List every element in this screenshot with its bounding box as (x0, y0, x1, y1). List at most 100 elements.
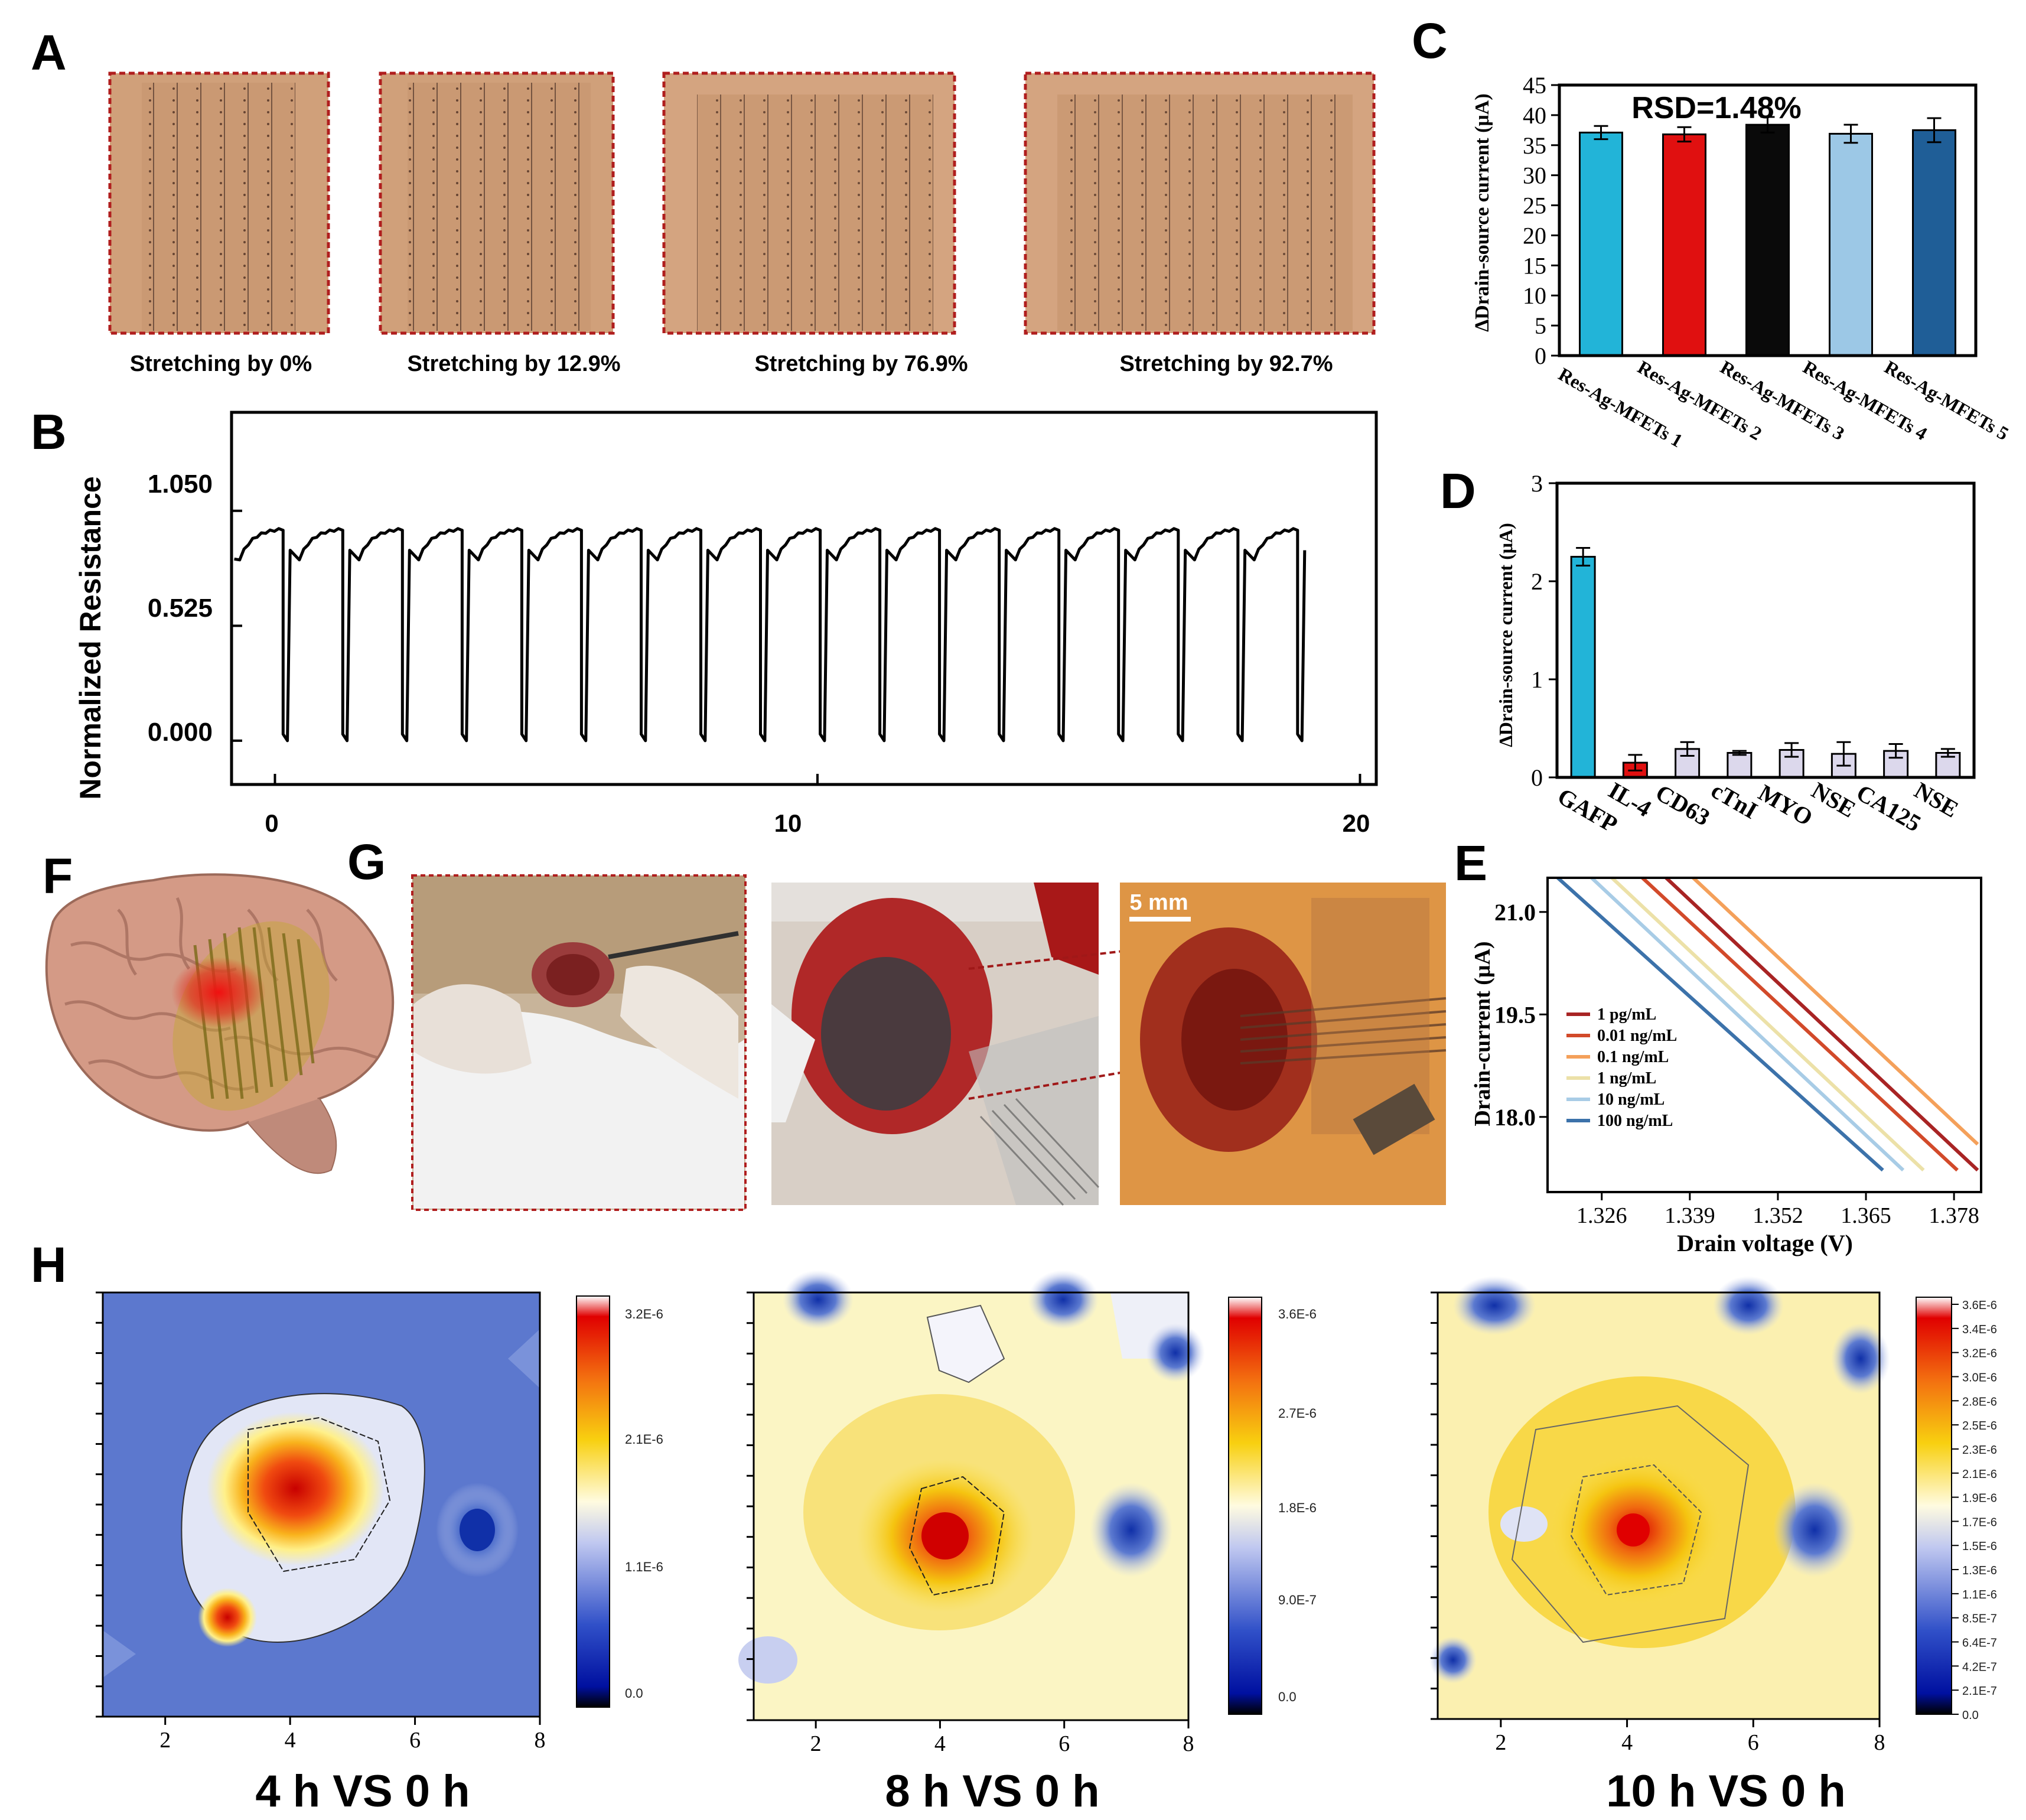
caption-stretch-1: Stretching by 12.9% (407, 351, 620, 376)
chart-e-xtick: 1.352 (1753, 1203, 1803, 1228)
heatmap-1-cbar-3: 0.0 (625, 1686, 643, 1701)
chart-c-ytick: 5 (1535, 312, 1546, 339)
chart-d-xtick-5: NSE (1807, 777, 1861, 823)
chart-d-bar (1570, 556, 1596, 779)
stretch-photo-0 (108, 71, 330, 335)
chart-e-xtick: 1.326 (1576, 1203, 1627, 1228)
chart-b-ytick-0: 0.000 (148, 718, 213, 747)
chart-c-ytick: 45 (1523, 72, 1546, 99)
caption-stretch-2: Stretching by 76.9% (754, 351, 968, 376)
chart-c-ytick: 0 (1535, 343, 1546, 369)
chart-b-xtick-1: 10 (774, 809, 802, 837)
chart-d-frame (1555, 481, 1976, 779)
heatmap-2-cbar-4: 0.0 (1278, 1689, 1297, 1704)
chart-d-xtick-2: CD63 (1652, 779, 1715, 831)
chart-e-legend-label: 100 ng/mL (1597, 1112, 1673, 1130)
heatmap-3-cbar-label: 1.7E-6 (1962, 1516, 1997, 1529)
chart-e-xtick: 1.365 (1841, 1203, 1891, 1228)
chart-e-legend-label: 1 pg/mL (1597, 1005, 1656, 1024)
chart-d-xtick-6: CA125 (1852, 779, 1926, 837)
chart-c-ytick: 20 (1523, 222, 1546, 249)
chart-c-bar (1912, 129, 1956, 357)
chart-b-frame (230, 411, 1378, 786)
chart-b-xtick-0: 0 (265, 809, 278, 837)
chart-c-ytick: 10 (1523, 282, 1546, 309)
heatmap-3-cbar-label: 1.9E-6 (1962, 1492, 1997, 1505)
chart-b: 0.000 0.525 1.050 Normalized Resistance … (74, 411, 1378, 837)
chart-c-ytick: 30 (1523, 162, 1546, 189)
chart-e-legend-label: 1 ng/mL (1597, 1069, 1656, 1088)
heatmap-1-colorbar (576, 1295, 610, 1708)
heatmap-3-cbar-label: 2.3E-6 (1962, 1444, 1997, 1457)
heatmap-xtick: 6 (1058, 1731, 1070, 1756)
panel-letter-a: A (31, 25, 67, 80)
heatmap-3-cbar-label: 2.1E-6 (1962, 1468, 1997, 1481)
chart-e-xtick: 1.339 (1665, 1203, 1715, 1228)
chart-d-ylabel: ∆Drain-source current (μA) (1495, 523, 1516, 747)
heatmap-3-title: 10 h VS 0 h (1606, 1766, 1846, 1816)
chart-e-series-line (1641, 876, 1959, 1172)
heatmap-3-cbar-label: 3.4E-6 (1962, 1323, 1997, 1336)
heatmap-1-cbar-2: 1.1E-6 (625, 1559, 663, 1574)
heatmap-3-cbar-label: 2.8E-6 (1962, 1395, 1997, 1408)
chart-e-legend-label: 0.01 ng/mL (1597, 1027, 1677, 1045)
chart-e-legend-label: 10 ng/mL (1597, 1090, 1665, 1109)
heatmap-xtick: 8 (1874, 1730, 1885, 1755)
panel-letter-g: G (347, 834, 386, 890)
chart-e-xtick: 1.378 (1929, 1203, 1979, 1228)
heatmap-xtick: 8 (535, 1728, 546, 1753)
heatmap-3-cbar-label: 2.5E-6 (1962, 1419, 1997, 1432)
heatmap-xtick: 2 (810, 1731, 822, 1756)
stretch-photo-2 (662, 71, 956, 335)
scale-bar-label: 5 mm (1129, 890, 1188, 915)
panel-letter-f: F (43, 848, 73, 904)
surgery-photo-3: 5 mm (1120, 883, 1447, 1205)
panel-letter-d: D (1440, 463, 1476, 519)
chart-c-ytick: 40 (1523, 102, 1546, 129)
chart-e-ytick: 19.5 (1494, 1001, 1536, 1028)
heatmap-3-cbar-label: 8.5E-7 (1962, 1613, 1997, 1626)
chart-d-bar (1727, 752, 1753, 779)
chart-e-series-line (1556, 876, 1884, 1172)
heatmap-2-colorbar (1228, 1297, 1262, 1715)
chart-d-ytick: 3 (1531, 470, 1543, 497)
chart-c-bar (1745, 123, 1790, 357)
chart-e-series-line (1665, 876, 1979, 1172)
chart-b-ytick-2: 1.050 (148, 470, 213, 499)
chart-e-frame (1546, 877, 1982, 1193)
panel-a: Stretching by 0% Stretching by 12.9% Str… (108, 71, 1376, 376)
chart-c-frame (1558, 83, 1978, 357)
chart-e-legend-label: 0.1 ng/mL (1597, 1048, 1669, 1066)
heatmap-xtick: 4 (1621, 1730, 1633, 1755)
surgery-photo-1 (411, 874, 747, 1211)
chart-b-series (234, 527, 1307, 743)
panel-letter-b: B (31, 404, 67, 460)
panel-letter-e: E (1454, 835, 1487, 891)
chart-e-xlabel: Drain voltage (V) (1677, 1230, 1853, 1256)
heatmap-2: 3.6E-6 2.7E-6 1.8E-6 9.0E-7 0.0 8 h VS 0… (738, 1270, 1317, 1816)
chart-c-bar (1829, 132, 1873, 357)
surgery-photo-2 (771, 883, 1176, 1206)
chart-d-ytick: 2 (1531, 568, 1543, 595)
panel-letter-h: H (31, 1237, 67, 1292)
heatmap-1-title: 4 h VS 0 h (255, 1766, 470, 1816)
heatmap-2-cbar-2: 1.8E-6 (1278, 1500, 1317, 1515)
chart-c-ytick: 15 (1523, 252, 1546, 279)
heatmap-xtick: 8 (1183, 1731, 1194, 1756)
chart-c-ytick: 35 (1523, 132, 1546, 159)
heatmap-xtick: 4 (934, 1731, 946, 1756)
chart-e-ytick: 21.0 (1494, 899, 1536, 926)
chart-c-title: RSD=1.48% (1631, 91, 1802, 125)
chart-d-ytick: 1 (1531, 666, 1543, 693)
caption-stretch-0: Stretching by 0% (130, 351, 312, 376)
chart-e-series-line (1590, 876, 1905, 1172)
chart-e-ytick: 18.0 (1494, 1104, 1536, 1131)
chart-d-ytick: 0 (1531, 764, 1543, 791)
heatmap-1-cbar-1: 2.1E-6 (625, 1432, 663, 1447)
heatmap-3-cbar-label: 6.4E-7 (1962, 1637, 1997, 1650)
chart-b-xtick-2: 20 (1343, 809, 1370, 837)
chart-e-series-line (1692, 876, 1979, 1146)
heatmap-1-cbar-0: 3.2E-6 (625, 1307, 663, 1321)
chart-b-ytick-1: 0.525 (148, 594, 213, 623)
